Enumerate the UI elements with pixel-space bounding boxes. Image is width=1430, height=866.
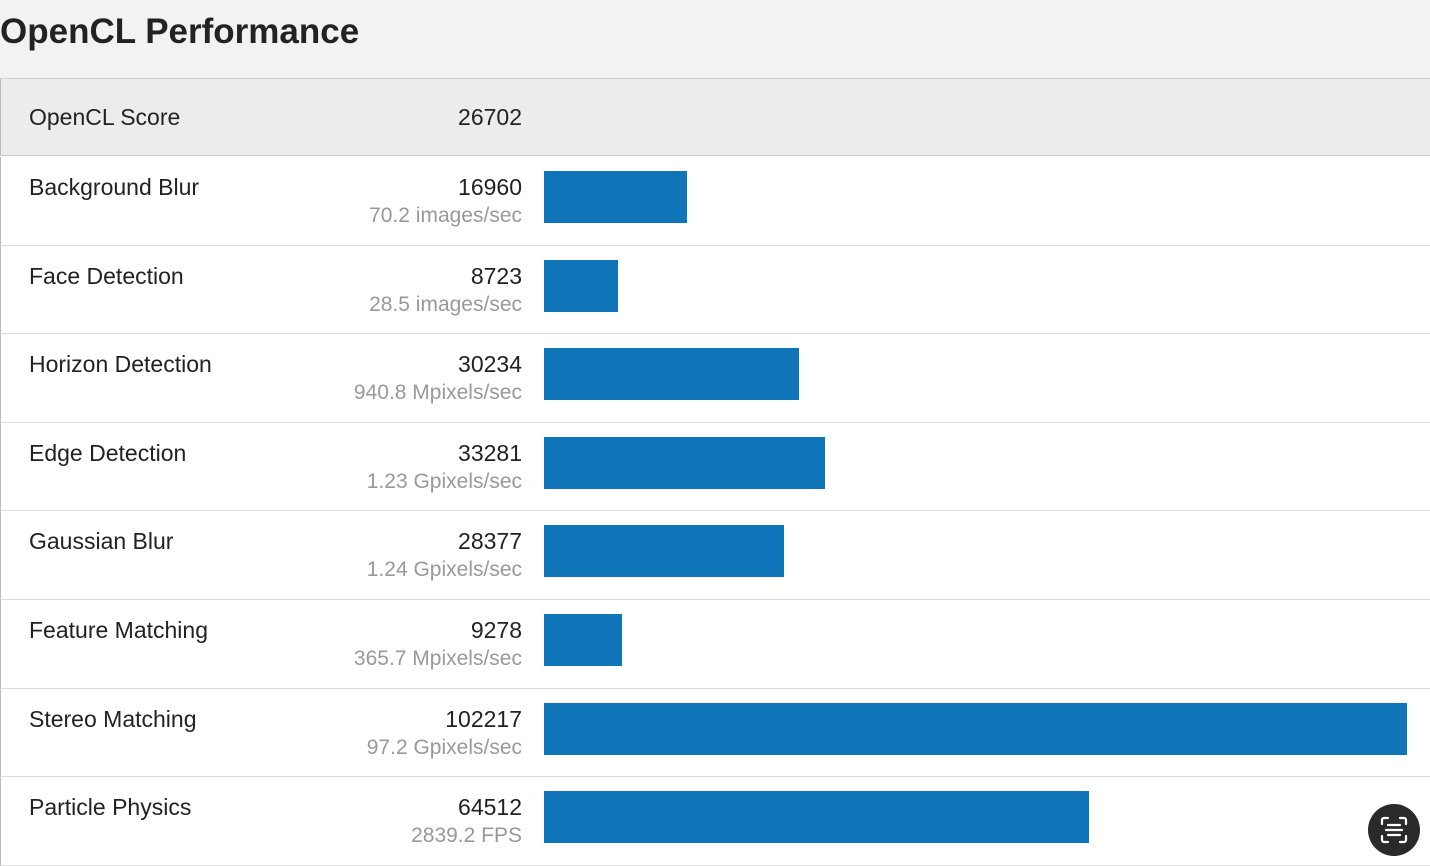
- test-score: 64512: [458, 794, 522, 821]
- scan-button[interactable]: [1368, 804, 1420, 856]
- score-bar: [544, 259, 618, 312]
- test-rate: 940.8 Mpixels/sec: [353, 381, 522, 405]
- test-name: Stereo Matching: [29, 705, 197, 732]
- score-bar: [544, 348, 800, 401]
- result-row: Background Blur 16960 70.2 images/sec: [0, 157, 1430, 246]
- result-row: Horizon Detection 30234 940.8 Mpixels/sec: [0, 334, 1430, 423]
- result-row: Gaussian Blur 28377 1.24 Gpixels/sec: [0, 511, 1430, 600]
- result-row: Feature Matching 9278 365.7 Mpixels/sec: [0, 600, 1430, 689]
- test-name: Gaussian Blur: [29, 528, 174, 555]
- test-score: 33281: [458, 439, 522, 466]
- test-rate: 1.23 Gpixels/sec: [366, 469, 522, 493]
- score-bar: [544, 436, 825, 489]
- test-score: 9278: [470, 617, 522, 643]
- test-rate: 28.5 images/sec: [369, 292, 522, 316]
- result-row: Edge Detection 33281 1.23 Gpixels/sec: [0, 422, 1430, 512]
- test-rate: 1.24 Gpixels/sec: [366, 558, 522, 582]
- test-name: Background Blur: [29, 174, 200, 200]
- test-rate: 70.2 images/sec: [369, 204, 522, 227]
- test-name: Feature Matching: [29, 617, 208, 643]
- test-score: 102217: [445, 705, 522, 732]
- test-score: 8723: [470, 262, 522, 289]
- score-bar: [544, 702, 1407, 755]
- test-rate: 97.2 Gpixels/sec: [366, 735, 522, 759]
- score-bar: [544, 791, 1089, 844]
- score-bar: [544, 171, 688, 223]
- test-name: Particle Physics: [29, 794, 192, 821]
- test-name: Horizon Detection: [29, 351, 212, 378]
- result-row: Face Detection 8723 28.5 images/sec: [0, 245, 1430, 335]
- result-row: Stereo Matching 102217 97.2 Gpixels/sec: [0, 688, 1430, 778]
- score-bar: [544, 525, 784, 578]
- summary-row: OpenCL Score 26702: [0, 79, 1430, 156]
- result-row: Particle Physics 64512 2839.2 FPS: [0, 777, 1430, 866]
- test-score: 28377: [458, 528, 522, 555]
- test-name: Edge Detection: [29, 439, 187, 466]
- title-bar: OpenCL Performance: [0, 0, 1430, 79]
- summary-score: 26702: [458, 104, 522, 130]
- scan-icon: [1380, 816, 1408, 844]
- title: OpenCL Performance: [0, 12, 360, 51]
- test-name: Face Detection: [29, 262, 184, 289]
- summary-label: OpenCL Score: [29, 104, 181, 130]
- score-bar: [544, 614, 623, 666]
- test-rate: 365.7 Mpixels/sec: [353, 647, 522, 670]
- test-rate: 2839.2 FPS: [411, 824, 522, 848]
- test-score: 30234: [458, 351, 522, 378]
- test-score: 16960: [458, 174, 522, 200]
